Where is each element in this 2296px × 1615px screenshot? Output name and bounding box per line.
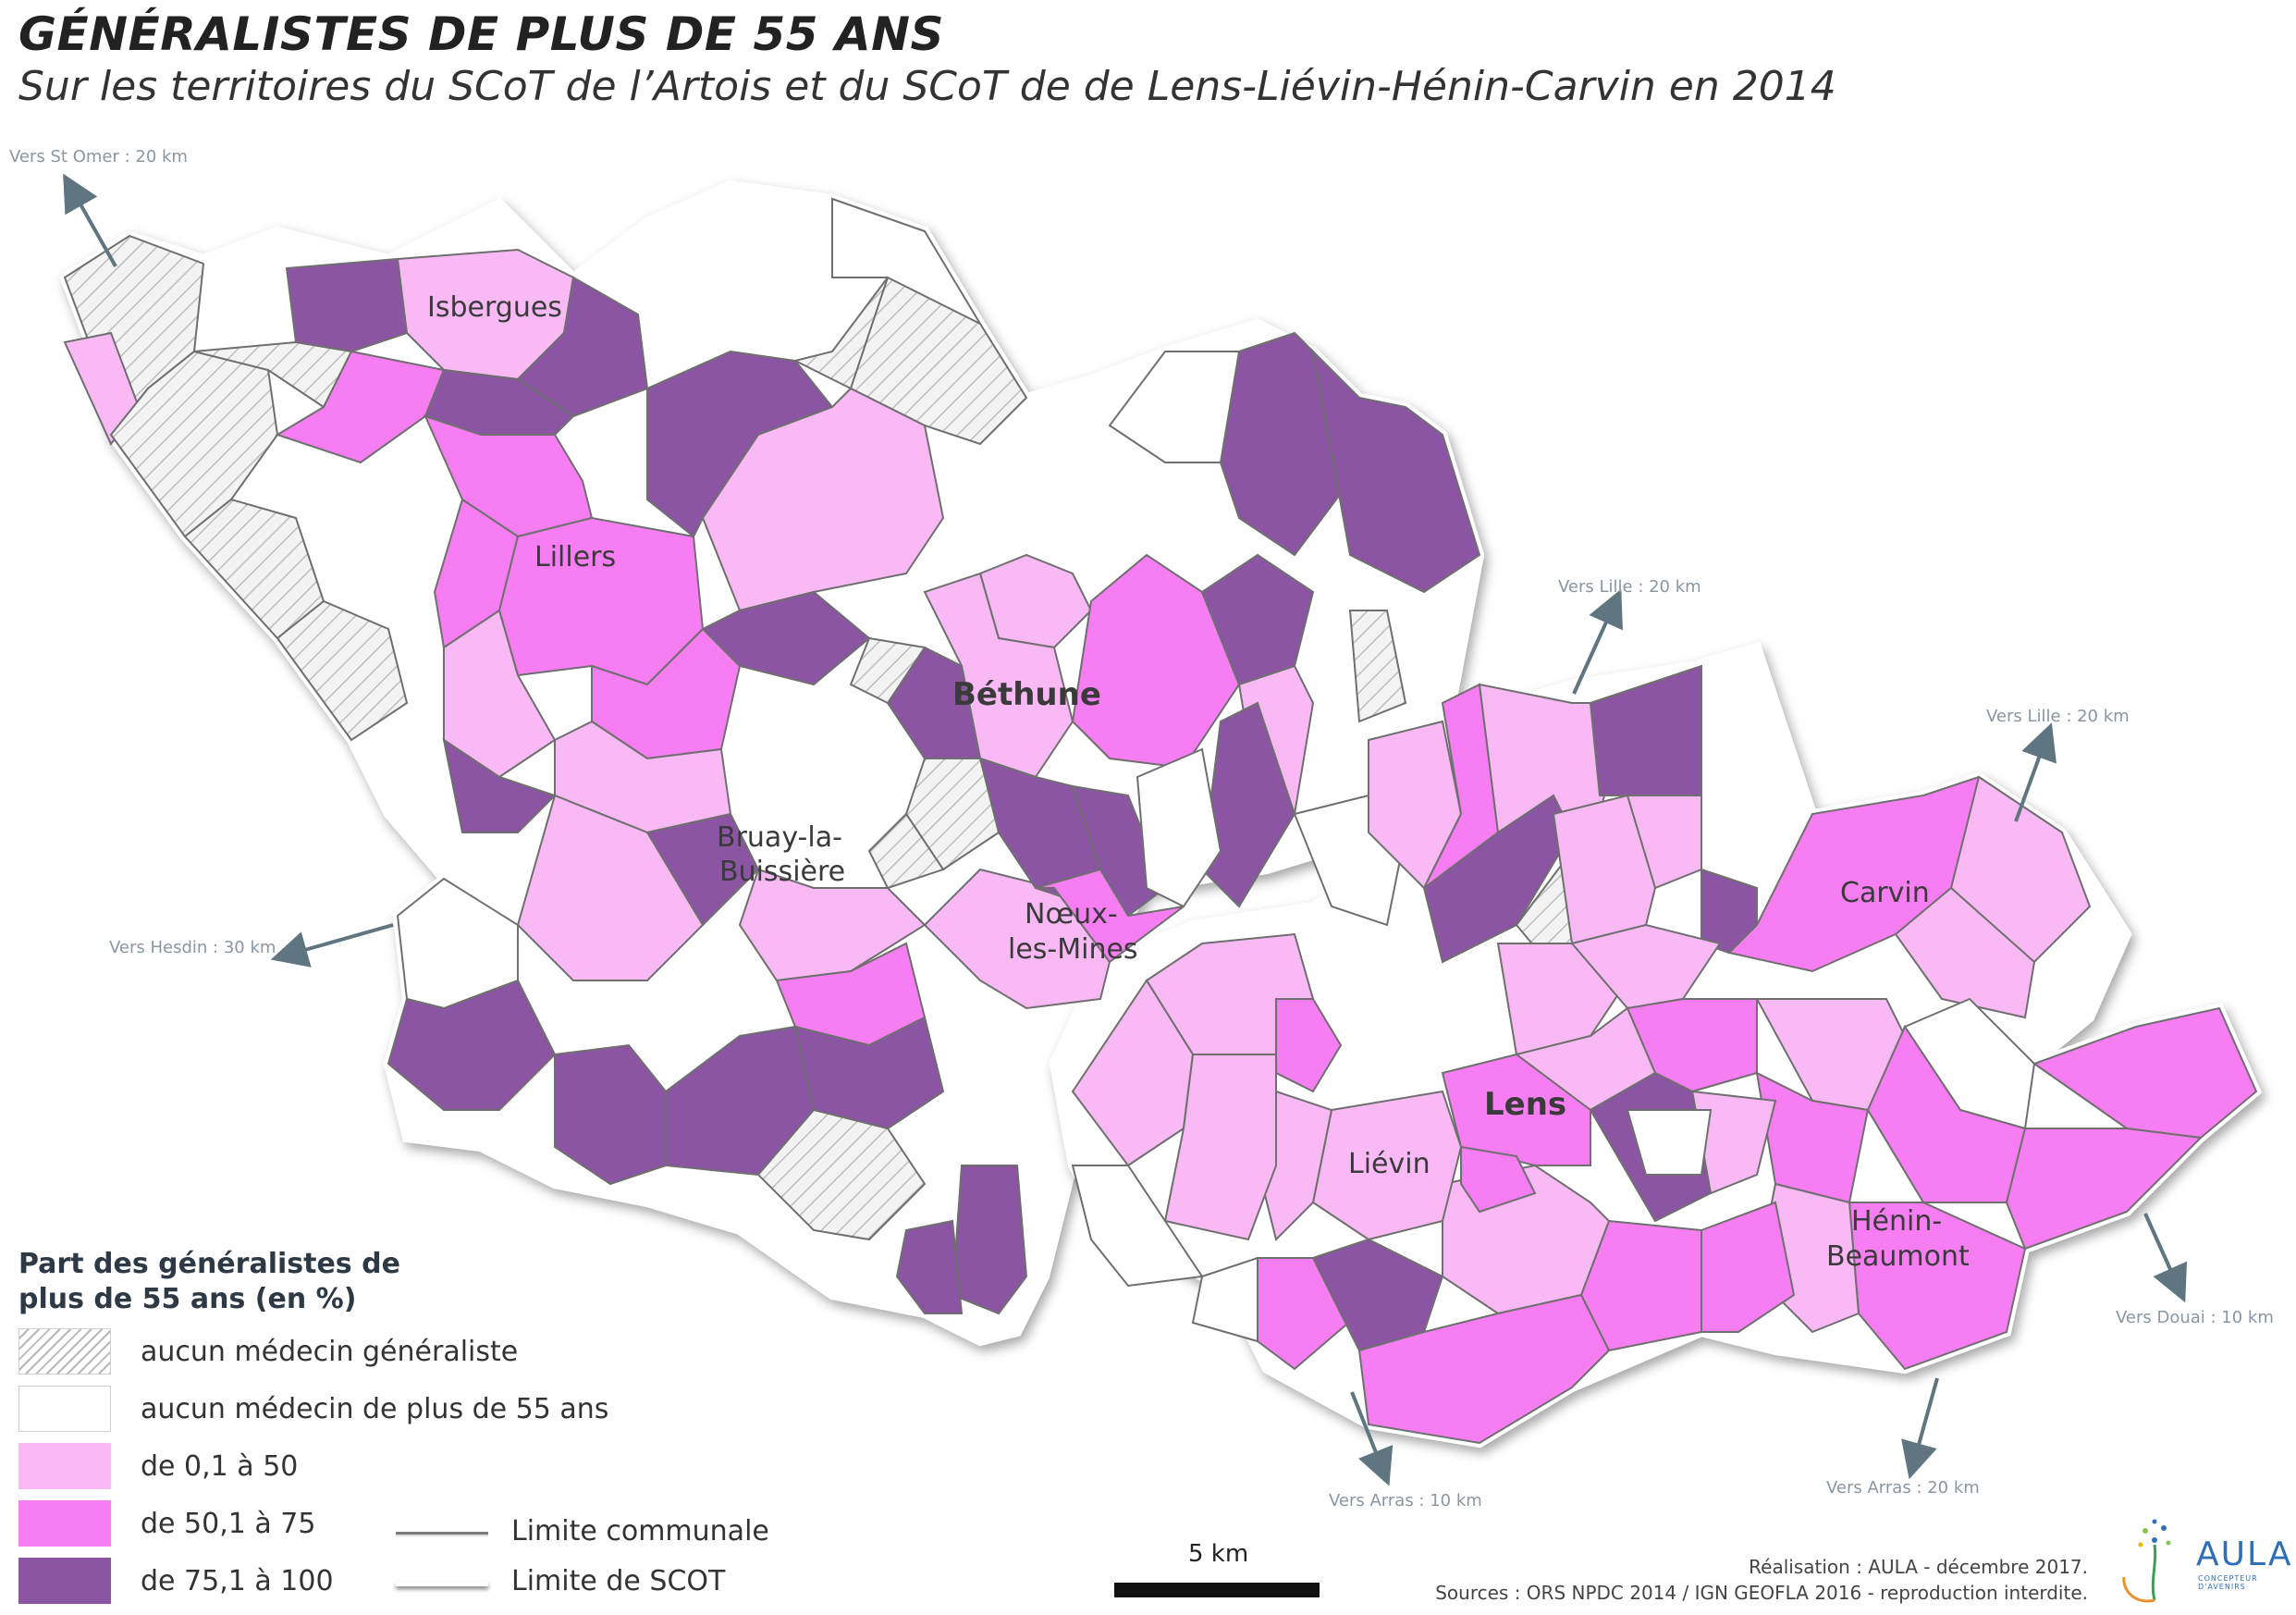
arrow-arras-1 (1350, 1391, 1394, 1486)
commune-polygon (285, 257, 409, 353)
legend-swatch-none-over-55 (18, 1386, 111, 1432)
aula-logo: AULA CONCEPTEUR D'AVENIRS (2113, 1508, 2291, 1609)
arrow-st-omer (63, 173, 117, 267)
town-noeux-2: les-Mines (1008, 933, 1138, 966)
label-arras-1: Vers Arras : 10 km (1329, 1491, 1482, 1510)
label-lille-2: Vers Lille : 20 km (1986, 707, 2130, 726)
commune-polygon (1071, 784, 1167, 918)
commune-polygon (1357, 1293, 1611, 1445)
town-bethune: Béthune (952, 676, 1101, 713)
commune-polygon (1219, 331, 1352, 557)
legend-swatch-75-100 (18, 1558, 111, 1604)
commune-polygon (1755, 1071, 1870, 1204)
commune-polygon (923, 868, 1111, 1010)
town-labels: Isbergues Lillers Béthune Bruay-la- Buis… (427, 291, 1970, 1273)
commune-polygon (1311, 349, 1481, 594)
town-bruay-2: Buissière (719, 856, 845, 888)
credits-line-2: Sources : ORS NPDC 2014 / IGN GEOFLA 201… (1435, 1582, 2088, 1604)
aula-logo-icon (2122, 1519, 2171, 1603)
commune-polygon (1570, 923, 1722, 1010)
commune-polygon (951, 1165, 1028, 1315)
commune-polygon (183, 498, 325, 640)
commune-polygon (276, 599, 409, 742)
town-lens: Lens (1484, 1086, 1566, 1123)
commune-polygon (1191, 1256, 1259, 1343)
logo-name: AULA (2196, 1535, 2293, 1573)
legend-title: Part des généralistes de plus de 55 ans … (18, 1248, 400, 1315)
town-lievin: Liévin (1348, 1148, 1430, 1180)
legend-label-50-75: de 50,1 à 75 (141, 1508, 316, 1540)
legend-swatch-50-75 (18, 1500, 111, 1547)
line-sample-commune (396, 1532, 488, 1535)
commune-polygon (1108, 351, 1241, 463)
commune-polygon (2005, 1128, 2204, 1251)
direction-labels: Vers St Omer : 20 km Vers Hesdin : 30 km… (9, 147, 2274, 1510)
label-st-omer: Vers St Omer : 20 km (9, 147, 188, 166)
town-bruay-1: Bruay-la- (717, 821, 842, 854)
commune-polygon (387, 979, 557, 1111)
commune-polygon (738, 868, 927, 982)
direction-arrows (63, 173, 2188, 1486)
commune-polygon (1275, 998, 1343, 1093)
commune-polygon (1071, 553, 1241, 770)
arrow-hesdin (270, 923, 394, 968)
legend-swatch-0-50 (18, 1443, 111, 1489)
commune-polygon (1348, 610, 1407, 723)
label-lille-1: Vers Lille : 20 km (1558, 577, 1701, 597)
commune-polygon (886, 646, 982, 759)
line-sample-scot (396, 1582, 488, 1586)
legend-label-no-doctor: aucun médecin généraliste (141, 1336, 519, 1368)
scale-bar-line (1114, 1583, 1320, 1597)
label-arras-2: Vers Arras : 20 km (1826, 1478, 1980, 1498)
commune-polygon (442, 737, 557, 833)
town-carvin: Carvin (1840, 877, 1930, 909)
commune-polygon (756, 1108, 927, 1241)
legend-label-0-50: de 0,1 à 50 (141, 1450, 299, 1483)
commune-polygon (1136, 747, 1222, 908)
commune-polygon (1626, 1109, 1713, 1176)
legend-label-75-100: de 75,1 à 100 (141, 1565, 334, 1597)
commune-polygon (904, 758, 1001, 871)
line-label-commune: Limite communale (511, 1515, 769, 1547)
town-henin-1: Hénin- (1851, 1205, 1942, 1238)
communes-layer (63, 197, 2258, 1445)
arrow-lille-2 (2014, 722, 2057, 822)
scale-label: 5 km (1188, 1540, 1249, 1568)
legend-swatch-no-doctor (18, 1328, 111, 1375)
commune-polygon (1311, 1238, 1444, 1352)
map-subtitle: Sur les territoires du SCoT de l’Artois … (18, 63, 1836, 110)
commune-polygon (1200, 553, 1315, 686)
label-hesdin: Vers Hesdin : 30 km (109, 938, 276, 957)
line-label-scot: Limite de SCOT (511, 1565, 726, 1597)
town-henin-2: Beaumont (1826, 1240, 1970, 1273)
commune-polygon (867, 812, 945, 890)
credits: Réalisation : AULA - décembre 2017. Sour… (1435, 1554, 2088, 1606)
label-douai: Vers Douai : 10 km (2116, 1308, 2274, 1327)
commune-polygon (895, 1219, 964, 1314)
commune-polygon (849, 636, 927, 705)
logo-tagline: CONCEPTEUR D'AVENIRS (2198, 1574, 2258, 1591)
arrow-douai (2143, 1213, 2188, 1303)
arrow-arras-2 (1901, 1377, 1939, 1480)
arrow-lille-1 (1572, 588, 1623, 695)
commune-polygon (1894, 886, 2036, 1019)
town-noeux-1: Nœux- (1025, 898, 1118, 931)
town-isbergues: Isbergues (427, 291, 562, 324)
legend-label-none-over-55: aucun médecin de plus de 55 ans (141, 1393, 609, 1425)
credits-line-1: Réalisation : AULA - décembre 2017. (1749, 1556, 2088, 1578)
town-lillers: Lillers (534, 541, 616, 573)
map-title: GÉNÉRALISTES DE PLUS DE 55 ANS (18, 7, 945, 61)
commune-polygon (1460, 1145, 1537, 1214)
